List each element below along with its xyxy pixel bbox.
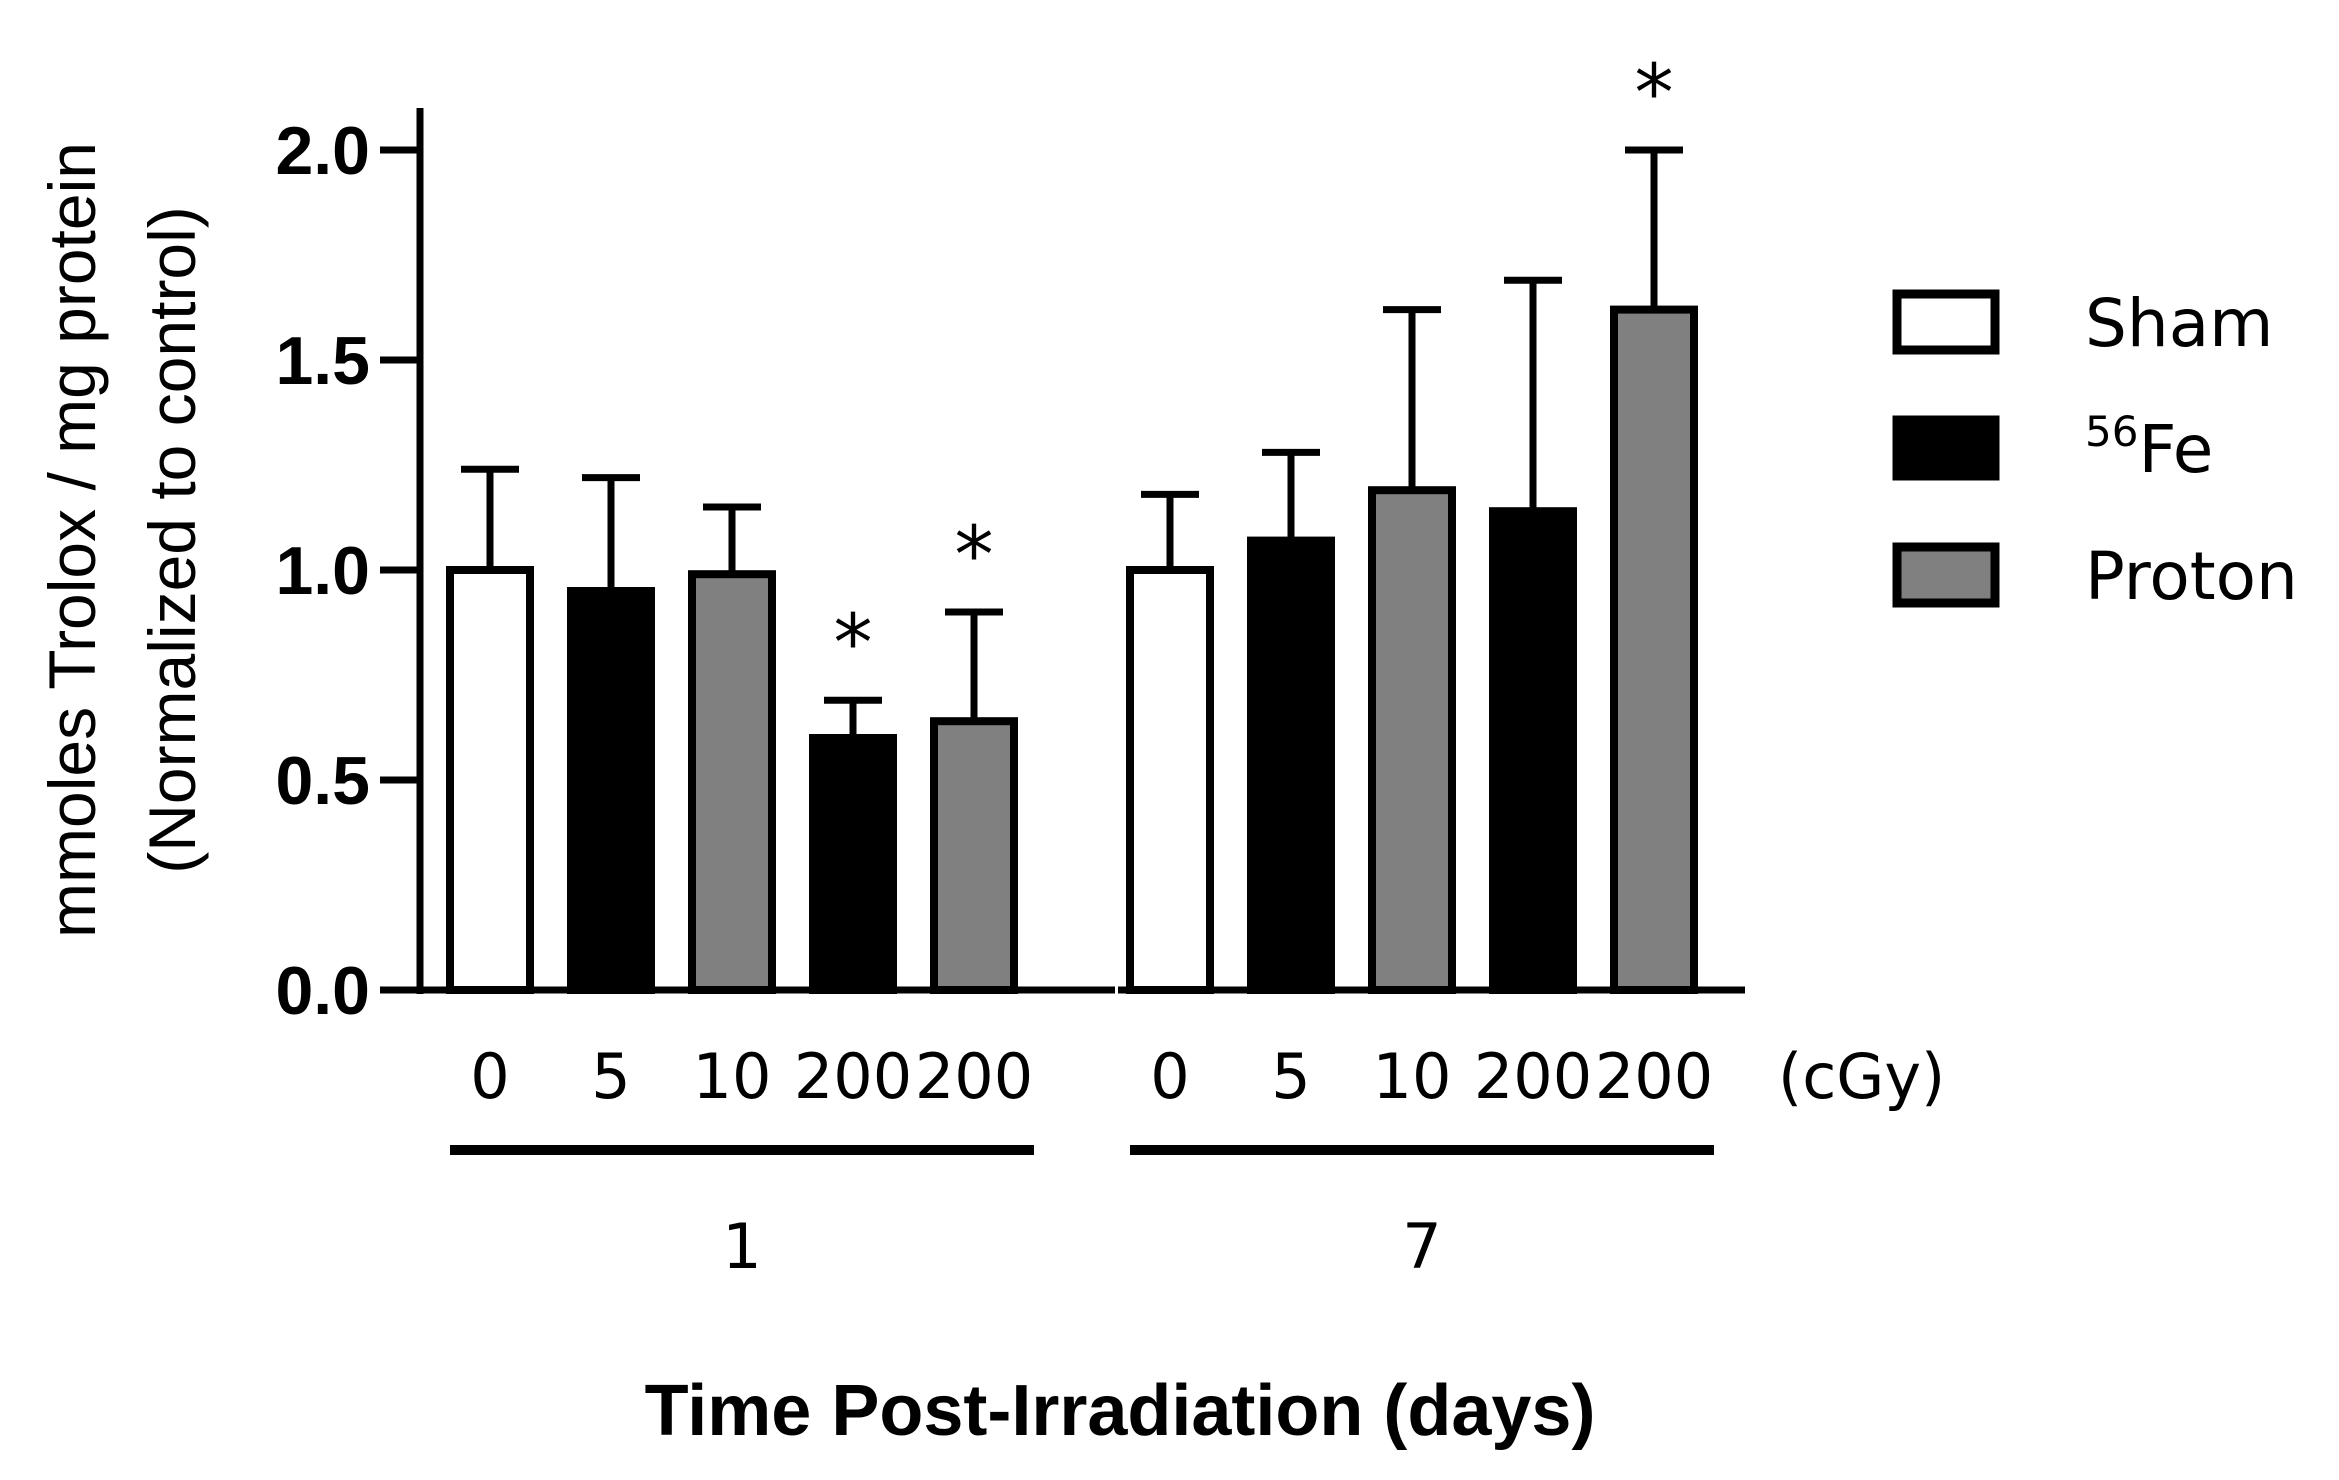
y-tick-label: 0.0 xyxy=(275,953,370,1029)
y-axis-label-line2: (Normalized to control) xyxy=(135,206,209,874)
y-tick-label: 0.5 xyxy=(275,743,370,819)
legend: Sham 56Fe Proton xyxy=(1892,285,2298,615)
bar-56fe-7-200 xyxy=(1489,507,1577,994)
dose-tick-label: 0 xyxy=(1150,1040,1189,1113)
bar-sham-7-0 xyxy=(1126,566,1214,994)
legend-swatch-56fe xyxy=(1892,415,2000,481)
dose-tick-label: 200 xyxy=(794,1040,912,1113)
legend-swatch-sham xyxy=(1892,289,2000,355)
dose-tick-label: 200 xyxy=(1474,1040,1592,1113)
x-axis-label: Time Post-Irradiation (days) xyxy=(645,1371,1596,1451)
significance-marker: * xyxy=(1635,49,1674,139)
y-tick-label: 1.5 xyxy=(275,323,370,399)
group-label: 7 xyxy=(1402,1210,1441,1283)
dose-tick-label: 200 xyxy=(915,1040,1033,1113)
bar-proton-1-10 xyxy=(688,570,776,994)
legend-label: 56Fe xyxy=(2085,407,2213,488)
bar-56fe-1-200 xyxy=(809,734,897,994)
dose-tick-label: 10 xyxy=(693,1040,772,1113)
bar-56fe-7-5 xyxy=(1247,536,1335,994)
bar-56fe-1-5 xyxy=(567,587,655,994)
dose-unit-label: (cGy) xyxy=(1778,1040,1945,1113)
legend-swatch-proton xyxy=(1892,542,2000,608)
dose-tick-label: 5 xyxy=(1271,1040,1310,1113)
dose-tick-label: 200 xyxy=(1595,1040,1713,1113)
y-tick-label: 1.0 xyxy=(275,533,370,609)
bar-sham-1-0 xyxy=(446,566,534,994)
group-label: 1 xyxy=(722,1210,761,1283)
plot-area: 0 5 10 200*200*10 5 10 200 200*70.00.51.01.52.0 xyxy=(275,49,1745,1283)
significance-marker: * xyxy=(834,599,873,689)
bar-proton-7-10 xyxy=(1368,486,1456,994)
bar-proton-7-200 xyxy=(1610,305,1698,995)
legend-label: Proton xyxy=(2085,538,2298,615)
legend-label: Sham xyxy=(2085,285,2273,362)
y-tick-label: 2.0 xyxy=(275,113,370,189)
bar-proton-1-200 xyxy=(930,717,1018,994)
dose-tick-label: 5 xyxy=(591,1040,630,1113)
y-axis-label-line1: mmoles Trolox / mg protein xyxy=(35,142,109,938)
dose-tick-label: 0 xyxy=(470,1040,509,1113)
dose-tick-label: 10 xyxy=(1373,1040,1452,1113)
significance-marker: * xyxy=(955,511,994,601)
